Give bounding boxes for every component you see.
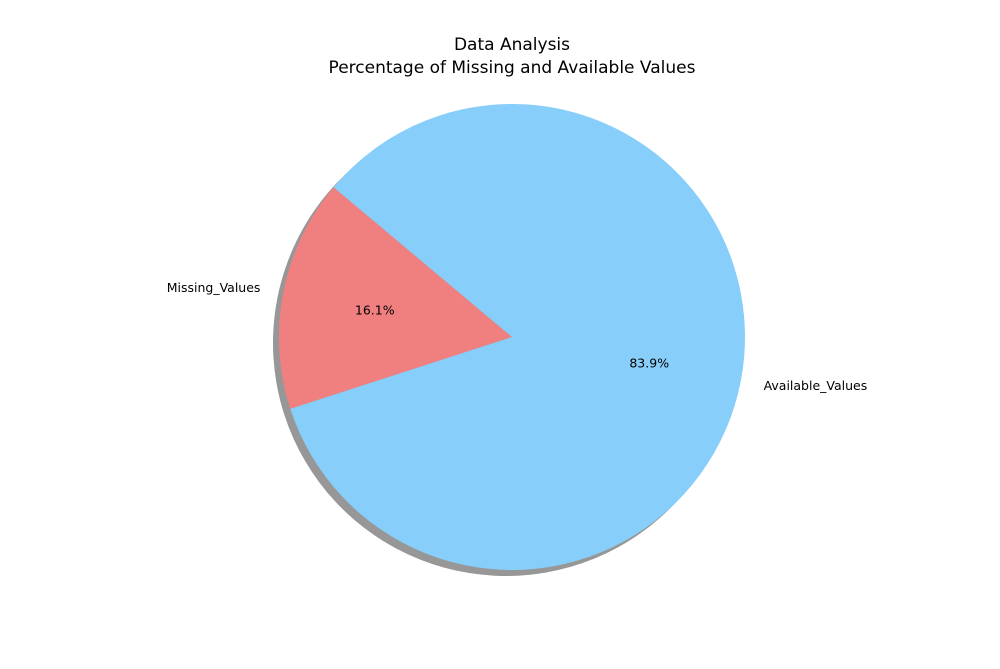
slice-available-values	[290, 104, 746, 571]
chart-title-line-1: Data Analysis	[454, 35, 570, 55]
pie-labels: Missing_Values 16.1% Available_Values 83.9%	[167, 280, 868, 393]
chart-title-line-2: Percentage of Missing and Available Valu…	[329, 58, 696, 78]
slice-percent-missing-values: 16.1%	[355, 302, 395, 317]
pie-slices	[278, 104, 746, 571]
chart-title: Data Analysis Percentage of Missing and …	[329, 35, 696, 78]
slice-percent-available-values: 83.9%	[629, 356, 669, 371]
slice-missing-values	[278, 187, 512, 409]
slice-label-available-values: Available_Values	[764, 378, 868, 393]
slice-label-missing-values: Missing_Values	[167, 280, 261, 295]
